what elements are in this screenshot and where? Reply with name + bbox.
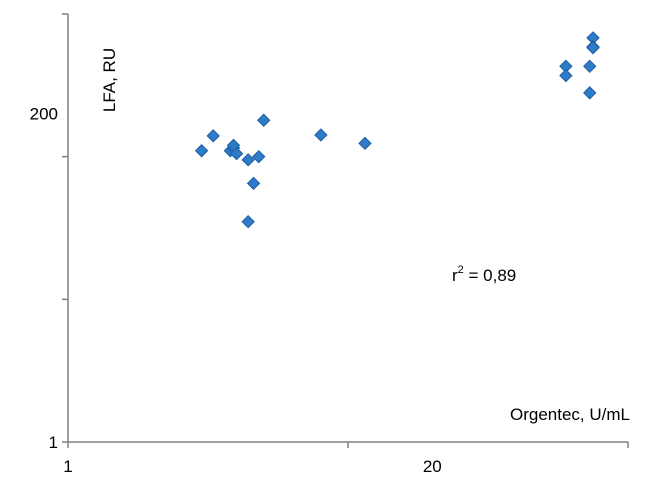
y-tick-label: 1 [49,433,58,452]
data-points [196,32,599,228]
data-point [242,216,254,228]
data-point [253,151,265,163]
data-point [196,145,208,157]
data-point [584,60,596,72]
axes [62,14,628,448]
data-point [258,114,270,126]
data-point [207,130,219,142]
data-point [359,137,371,149]
y-ticks [62,14,68,442]
tick-labels: 1 20 1 200 [30,105,442,476]
r-squared-annotation: r2 = 0,89 [452,264,516,285]
y-tick-label: 200 [30,105,58,124]
data-point [587,42,599,54]
x-tick-label: 20 [423,457,442,476]
data-point [560,70,572,82]
data-point [315,129,327,141]
y-axis-title: LFA, RU [100,48,119,112]
x-axis-title: Orgentec, U/mL [510,405,630,424]
r-squared-value: = 0,89 [464,266,516,285]
x-tick-label: 1 [63,457,72,476]
x-ticks [68,442,628,448]
data-point [242,154,254,166]
data-point [584,87,596,99]
data-point [248,177,260,189]
